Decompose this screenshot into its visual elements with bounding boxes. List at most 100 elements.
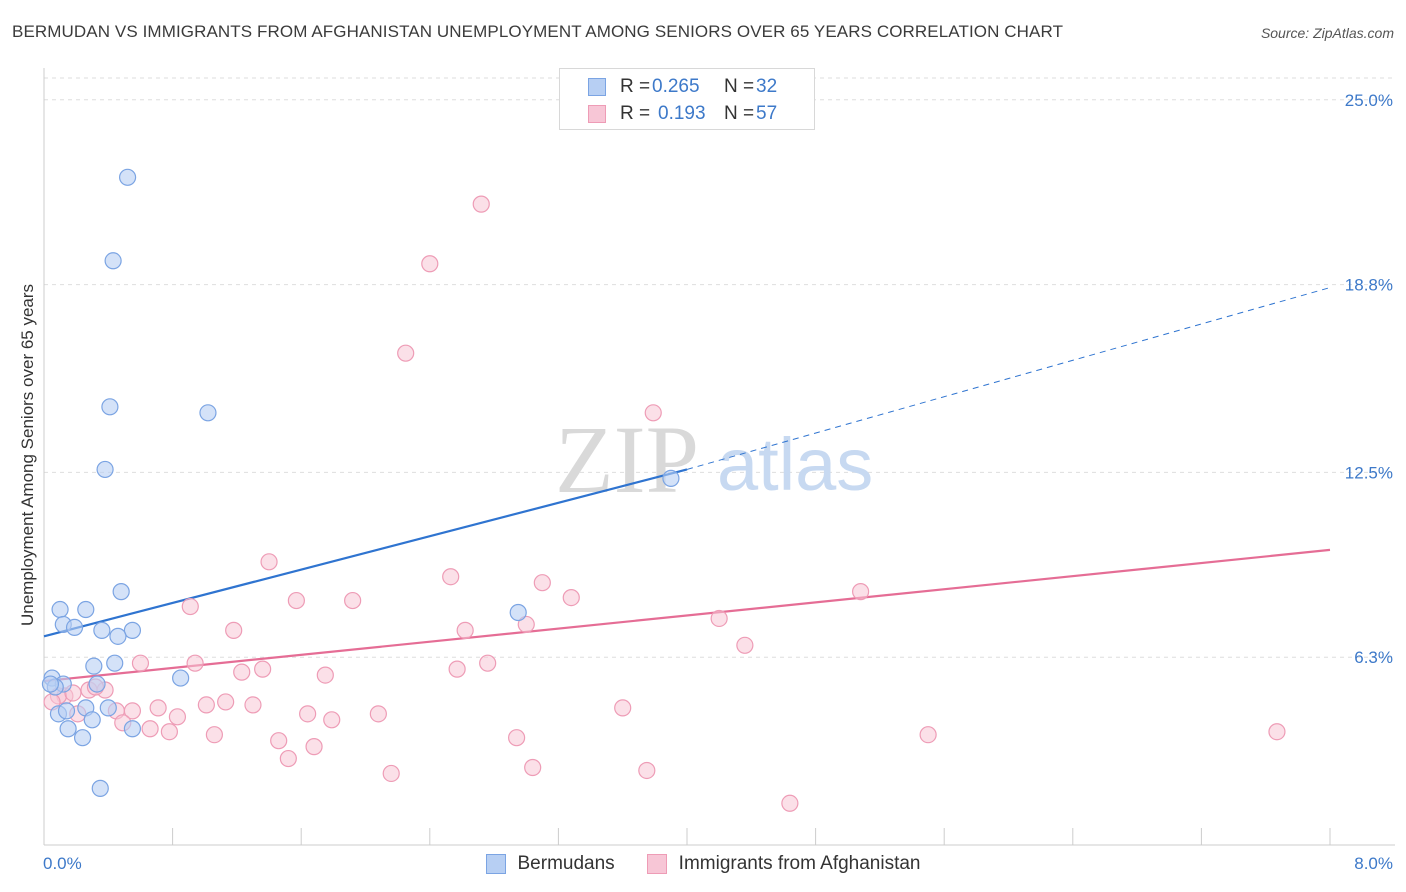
data-point-bermudans xyxy=(99,699,117,717)
data-point-bermudans xyxy=(73,729,92,747)
data-point-bermudans xyxy=(123,720,142,738)
n-label: N = xyxy=(724,103,755,124)
data-point-afghanistan xyxy=(397,344,415,362)
data-point-afghanistan xyxy=(562,588,580,607)
legend-label-bermudans: Bermudans xyxy=(517,853,615,874)
y-tick-label: 6.3% xyxy=(1354,648,1393,667)
data-point-afghanistan xyxy=(123,702,142,720)
data-point-afghanistan xyxy=(1268,723,1286,741)
axis-labels: 6.3% 12.5% 18.8% 25.0% 0.0% 8.0% xyxy=(43,91,1393,873)
data-point-afghanistan xyxy=(149,699,167,717)
legend-item-afghanistan[interactable]: Immigrants from Afghanistan xyxy=(646,853,921,875)
data-point-afghanistan xyxy=(644,404,662,422)
source-label: Source: ZipAtlas.com xyxy=(1260,25,1394,41)
data-point-bermudans xyxy=(77,600,95,619)
n-value: 32 xyxy=(756,76,778,97)
data-point-bermudans xyxy=(96,460,114,479)
data-point-afghanistan xyxy=(233,663,251,681)
legend-label-afghanistan: Immigrants from Afghanistan xyxy=(678,853,921,874)
data-point-afghanistan xyxy=(508,729,526,747)
series-afghanistan-points xyxy=(43,195,1286,812)
n-label: N = xyxy=(724,76,755,97)
data-point-bermudans xyxy=(106,654,124,672)
data-point-bermudans xyxy=(59,720,77,738)
gridlines xyxy=(44,77,1395,658)
r-label: R = xyxy=(620,76,651,97)
data-point-afghanistan xyxy=(614,699,632,717)
data-point-afghanistan xyxy=(448,660,466,678)
data-point-bermudans xyxy=(51,600,69,619)
data-point-afghanistan xyxy=(533,574,551,592)
data-point-afghanistan xyxy=(305,738,323,756)
n-value: 57 xyxy=(756,103,778,124)
data-point-afghanistan xyxy=(781,794,799,812)
data-point-bermudans xyxy=(123,621,142,639)
data-point-afghanistan xyxy=(517,615,535,634)
data-point-afghanistan xyxy=(323,711,341,729)
data-point-bermudans xyxy=(509,603,527,622)
x-tick-label-max: 8.0% xyxy=(1354,854,1393,873)
data-point-afghanistan xyxy=(736,636,754,654)
legend-swatch-pink xyxy=(588,105,606,123)
data-point-bermudans xyxy=(662,469,680,487)
y-axis-label: Unemployment Among Seniors over 65 years xyxy=(18,284,37,626)
data-point-afghanistan xyxy=(244,696,262,714)
x-tick-label-min: 0.0% xyxy=(43,854,82,873)
r-label: R = xyxy=(620,103,651,124)
data-point-afghanistan xyxy=(287,591,305,610)
data-point-afghanistan xyxy=(456,621,474,639)
axes xyxy=(43,68,1395,846)
data-point-bermudans xyxy=(101,398,119,416)
data-point-bermudans xyxy=(109,627,127,645)
data-point-afghanistan xyxy=(316,666,334,684)
data-point-bermudans xyxy=(112,583,130,601)
y-tick-label: 18.8% xyxy=(1345,276,1393,295)
data-point-bermudans xyxy=(41,675,60,693)
data-point-afghanistan xyxy=(254,660,272,678)
data-point-afghanistan xyxy=(524,758,542,777)
data-point-afghanistan xyxy=(270,732,288,750)
trend-lines xyxy=(43,287,1331,683)
data-point-bermudans xyxy=(88,675,106,693)
watermark: ZIP atlas xyxy=(555,406,873,513)
data-point-afghanistan xyxy=(479,654,497,672)
data-point-afghanistan xyxy=(260,553,278,571)
data-point-bermudans xyxy=(199,404,217,422)
data-point-afghanistan xyxy=(217,693,235,711)
data-point-bermudans xyxy=(83,711,101,729)
data-point-afghanistan xyxy=(344,591,362,610)
data-point-bermudans xyxy=(85,657,103,675)
legend-row-bermudans: R = 0.265 N = 32 xyxy=(588,76,777,98)
data-point-afghanistan xyxy=(710,609,728,628)
data-point-bermudans xyxy=(104,252,122,270)
data-point-afghanistan xyxy=(141,720,159,738)
legend-item-bermudans[interactable]: Bermudans xyxy=(485,853,615,875)
series-legend: Bermudans Immigrants from Afghanistan xyxy=(0,852,1406,876)
legend-swatch-blue xyxy=(485,854,506,874)
data-point-afghanistan xyxy=(181,597,199,616)
data-point-afghanistan xyxy=(186,654,204,672)
data-point-afghanistan xyxy=(160,723,178,741)
trend-line-afghanistan xyxy=(43,548,1331,683)
legend-swatch-blue xyxy=(588,78,606,96)
watermark-zip: ZIP xyxy=(555,406,699,513)
data-point-bermudans xyxy=(172,669,190,687)
data-point-bermudans xyxy=(118,168,137,186)
data-point-afghanistan xyxy=(299,705,317,723)
chart-title: BERMUDAN VS IMMIGRANTS FROM AFGHANISTAN … xyxy=(12,22,1064,41)
data-point-afghanistan xyxy=(382,764,400,783)
data-point-afghanistan xyxy=(852,583,870,601)
watermark-atlas: atlas xyxy=(717,423,873,506)
r-value: 0.193 xyxy=(658,103,706,124)
data-point-afghanistan xyxy=(638,761,656,780)
data-point-afghanistan xyxy=(442,568,460,586)
data-point-afghanistan xyxy=(205,726,223,744)
data-point-afghanistan xyxy=(472,195,490,213)
y-tick-label: 12.5% xyxy=(1345,463,1393,482)
trend-line-bermudans xyxy=(43,468,688,638)
data-point-bermudans xyxy=(57,702,76,720)
correlation-legend: R = 0.265 N = 32 R = 0.193 N = 57 xyxy=(559,68,815,130)
data-point-bermudans xyxy=(91,779,109,797)
data-point-afghanistan xyxy=(131,654,150,672)
